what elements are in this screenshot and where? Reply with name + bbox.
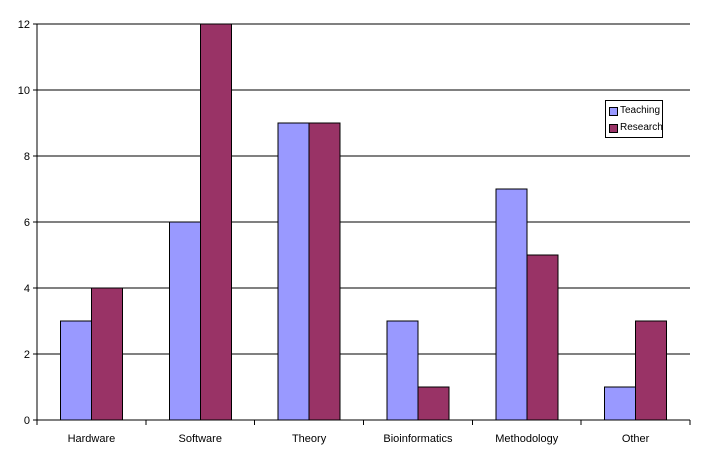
bar-research-bioinformatics [417,386,450,421]
legend-swatch-research [609,123,618,133]
bar-teaching-hardware [59,320,92,421]
x-tick-label: Hardware [68,433,116,445]
y-tick-labels: 0 2 4 6 8 10 12 [18,19,30,427]
legend: Teaching Research [605,100,663,138]
bar-teaching-bioinformatics [386,320,419,421]
bar-research-theory [308,122,341,421]
legend-swatch-teaching [609,106,618,116]
legend-item-research: Research [609,121,663,135]
y-tick-label: 10 [18,85,30,97]
bar-research-software [199,23,232,421]
bar-teaching-theory [277,122,310,421]
bar-research-methodology [526,254,559,421]
legend-label-research: Research [620,122,663,133]
bar-teaching-software [168,221,201,421]
bars [59,23,668,421]
x-tick-label: Software [179,433,222,445]
legend-label-teaching: Teaching [620,105,661,116]
y-tick-label: 12 [18,19,30,31]
axes [36,24,691,425]
bar-research-hardware [90,287,123,421]
y-tick-label: 8 [24,151,30,163]
bar-research-other [635,320,668,421]
x-tick-label: Other [622,433,650,445]
x-tick-labels: Hardware Software Theory Bioinformatics Meth… [68,433,650,445]
legend-item-teaching: Teaching [609,104,660,118]
x-tick-label: Theory [292,433,327,445]
x-tick-label: Bioinformatics [383,433,453,445]
x-tick-label: Methodology [495,433,558,445]
gridlines [33,23,690,421]
y-tick-label: 0 [24,415,30,427]
bar-teaching-methodology [495,188,528,421]
y-tick-label: 2 [24,349,30,361]
y-tick-label: 6 [24,217,30,229]
bar-teaching-other [604,386,637,421]
y-tick-label: 4 [24,283,30,295]
